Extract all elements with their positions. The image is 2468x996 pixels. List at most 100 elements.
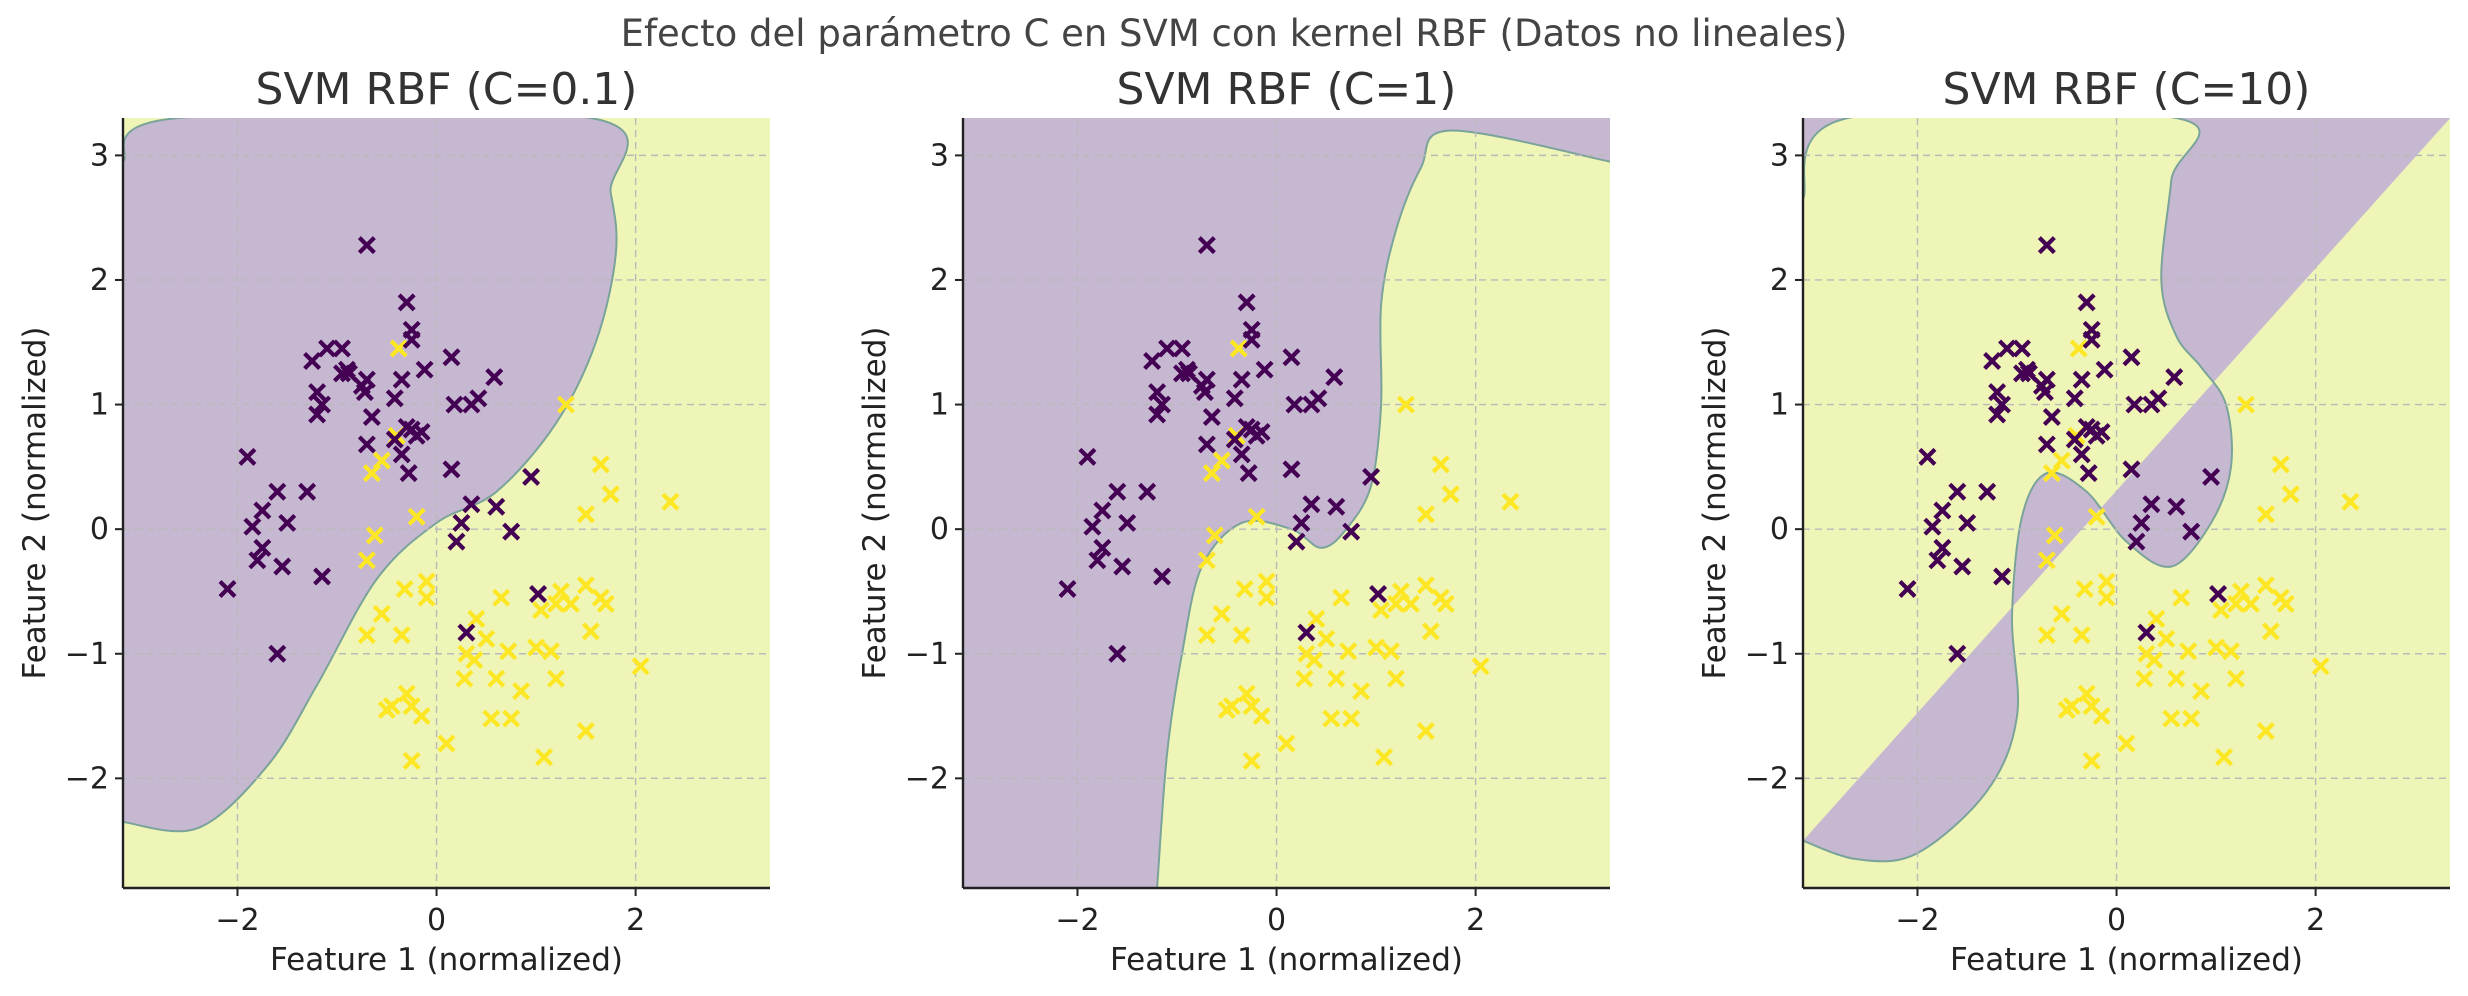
point-class1: [1416, 505, 1435, 524]
point-class1: [2341, 492, 2360, 511]
y-tick-label: −1: [1745, 637, 1789, 672]
point-class0: [2125, 395, 2144, 414]
point-class1: [455, 669, 474, 688]
point-class0: [1138, 482, 1157, 501]
point-class1: [661, 492, 680, 511]
point-class0: [1983, 351, 2002, 370]
x-tick-label: −2: [1055, 903, 1099, 938]
point-class0: [1088, 551, 1107, 570]
y-tick-label: −2: [1745, 761, 1789, 796]
point-class1: [392, 626, 411, 645]
point-class0: [1242, 330, 1261, 349]
point-class0: [2037, 435, 2056, 454]
y-tick-label: 0: [930, 512, 949, 547]
point-class1: [1232, 626, 1251, 645]
point-class0: [1287, 532, 1306, 551]
point-class1: [412, 707, 431, 726]
point-class0: [1225, 389, 1244, 408]
point-class0: [1309, 389, 1328, 408]
point-class1: [1317, 629, 1336, 648]
grid: [123, 118, 770, 888]
x-tick-label: −2: [1895, 903, 1939, 938]
point-class0: [352, 376, 371, 395]
point-class0: [332, 339, 351, 358]
region-class0: [963, 118, 1610, 888]
point-class1: [365, 526, 384, 545]
y-tick-label: −2: [65, 761, 109, 796]
point-class1: [2271, 455, 2290, 474]
point-class0: [1153, 567, 1172, 586]
point-class1: [1441, 485, 1460, 504]
y-tick-label: 0: [90, 512, 109, 547]
point-class0: [357, 435, 376, 454]
point-class0: [253, 538, 272, 557]
point-class1: [2135, 669, 2154, 688]
point-class0: [2037, 236, 2056, 255]
y-tick-label: −1: [65, 637, 109, 672]
point-class1: [417, 588, 436, 607]
point-class0: [522, 467, 541, 486]
point-class0: [469, 389, 488, 408]
point-class0: [392, 370, 411, 389]
point-class1: [1387, 594, 1405, 613]
point-class0: [1108, 482, 1127, 501]
point-class0: [1252, 422, 1271, 441]
point-class1: [1322, 709, 1341, 728]
point-class1: [2311, 657, 2330, 676]
point-class0: [1369, 584, 1388, 603]
grid: [963, 118, 1610, 888]
point-class0: [2092, 422, 2111, 441]
point-class1: [372, 604, 391, 623]
point-class1: [2227, 594, 2245, 613]
point-class1: [1387, 669, 1405, 688]
point-class1: [1197, 626, 1216, 645]
x-tick-label: 2: [626, 903, 645, 938]
point-class1: [397, 684, 416, 703]
point-class0: [1342, 522, 1361, 541]
point-class1: [499, 642, 518, 661]
point-class1: [2207, 638, 2226, 657]
point-class1: [2117, 734, 2136, 753]
point-class1: [1352, 682, 1371, 701]
point-class1: [527, 638, 546, 657]
point-class0: [1933, 501, 1952, 520]
point-class0: [1297, 623, 1316, 642]
point-class1: [477, 629, 496, 648]
point-class0: [1239, 464, 1258, 483]
x-tick-label: 0: [2107, 903, 2126, 938]
x-tick-label: 2: [1466, 903, 1485, 938]
point-class0: [1327, 497, 1346, 516]
point-class0: [1978, 482, 1997, 501]
point-class0: [1998, 339, 2017, 358]
point-class1: [2281, 485, 2300, 504]
panel-title: SVM RBF (C=0.1): [256, 64, 638, 115]
point-class1: [2087, 507, 2106, 526]
point-class1: [362, 464, 381, 483]
point-class0: [1232, 370, 1251, 389]
point-class1: [2261, 622, 2280, 641]
point-class1: [2227, 669, 2245, 688]
region-class0: [1803, 118, 2450, 862]
point-class0: [2137, 623, 2156, 642]
point-class0: [1083, 517, 1102, 536]
point-class0: [1197, 435, 1216, 454]
point-class1: [631, 657, 650, 676]
point-class0: [238, 447, 257, 466]
point-class1: [1416, 722, 1435, 740]
point-class1: [482, 709, 501, 728]
point-class1: [2092, 707, 2111, 726]
y-tick-label: 0: [1770, 512, 1789, 547]
point-class0: [1292, 513, 1311, 532]
point-class0: [1285, 395, 1304, 414]
point-class0: [1928, 551, 1947, 570]
point-class0: [1958, 513, 1977, 532]
y-tick-label: 3: [930, 138, 949, 173]
point-class0: [1148, 383, 1167, 402]
point-class1: [2075, 579, 2094, 598]
point-class0: [2019, 364, 2038, 383]
point-class1: [1257, 572, 1276, 591]
point-class0: [445, 395, 464, 414]
point-class1: [2037, 626, 2056, 645]
point-class1: [2222, 642, 2241, 661]
x-axis-label: Feature 1 (normalized): [1950, 942, 2303, 978]
